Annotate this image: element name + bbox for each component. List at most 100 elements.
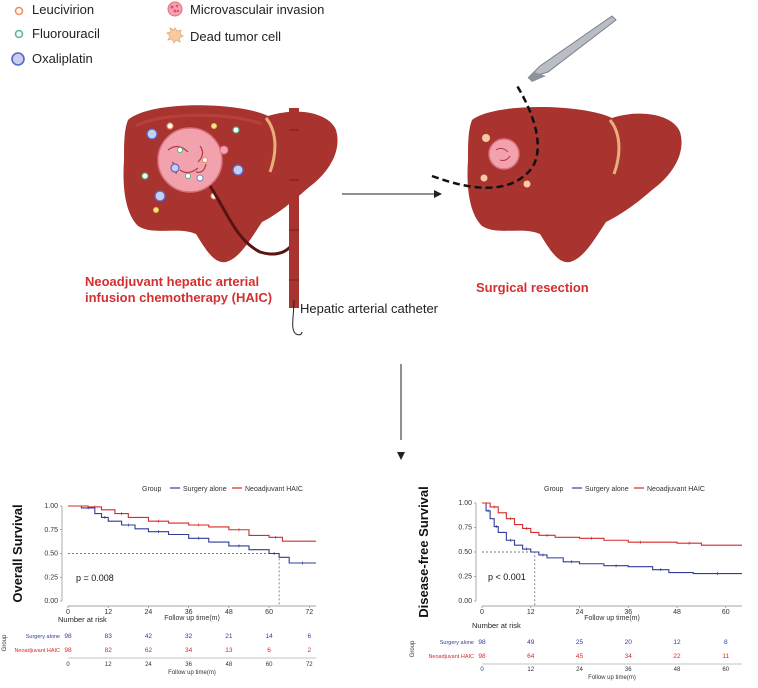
arrow-down-head-icon: [397, 452, 405, 460]
risk-x-tick-label: 48: [226, 662, 233, 668]
risk-count: 98: [478, 653, 486, 660]
legend-label-0: Surgery alone: [183, 486, 227, 493]
x-tick-label: 0: [480, 609, 484, 616]
legend-label-1: Neoadjuvant HAIC: [647, 486, 705, 493]
haic-diagram: [123, 15, 682, 440]
risk-count: 83: [105, 633, 113, 640]
risk-table-group-label: Group: [2, 634, 8, 651]
survival-curve-1: [68, 505, 316, 542]
risk-count: 13: [225, 647, 233, 654]
legend-label-1: Neoadjuvant HAIC: [245, 486, 303, 493]
risk-count: 34: [185, 647, 193, 654]
x-tick-label: 60: [265, 609, 273, 616]
y-tick-label: 0.75: [44, 527, 58, 534]
risk-x-axis-label: Follow up time(m): [588, 675, 636, 681]
survival-curve-0: [482, 502, 742, 575]
right-caption: Surgical resection: [476, 280, 589, 295]
y-tick-label: 0.75: [458, 525, 472, 532]
catheter-label: Hepatic arterial catheter: [300, 301, 439, 316]
y-tick-label: 0.00: [44, 598, 58, 605]
legend-title: Group: [142, 486, 162, 493]
left-caption: Neoadjuvant hepatic arterial infusion ch…: [85, 274, 305, 306]
legend-label-microvascular-invasion: Microvasculair invasion: [190, 2, 325, 17]
risk-count: 20: [625, 639, 633, 646]
left-liver-illustration: [123, 105, 338, 263]
legend-label-fluorouracil: Fluorouracil: [32, 26, 100, 41]
y-axis-label: Overall Survival: [10, 504, 25, 602]
legend-label-leucivirion: Leucivirion: [32, 2, 95, 17]
x-tick-label: 48: [225, 609, 233, 616]
leucivirion-icon: [14, 6, 24, 16]
y-tick-label: 0.50: [458, 549, 472, 556]
legend-label-oxaliplatin: Oxaliplatin: [32, 51, 93, 66]
risk-count: 64: [527, 653, 535, 660]
y-tick-label: 0.00: [458, 598, 472, 605]
arrow-right-icon: [342, 190, 442, 198]
x-tick-label: 60: [722, 609, 730, 616]
risk-count: 98: [64, 633, 72, 640]
risk-x-tick-label: 24: [576, 667, 583, 673]
risk-x-tick-label: 36: [185, 662, 192, 668]
oxaliplatin-icon: [11, 52, 25, 66]
risk-count: 62: [145, 647, 153, 654]
scalpel-icon: [527, 15, 617, 82]
risk-x-tick-label: 12: [105, 662, 112, 668]
risk-x-tick-label: 0: [66, 662, 70, 668]
legend-label-dead-tumor-cell: Dead tumor cell: [190, 29, 282, 44]
p-value-annotation: p < 0.001: [488, 572, 526, 582]
x-tick-label: 48: [673, 609, 681, 616]
y-tick-label: 1.00: [458, 500, 472, 507]
x-tick-label: 36: [185, 609, 193, 616]
x-axis-label: Follow up time(m): [164, 615, 220, 622]
risk-row-label: Neoadjuvant HAIC: [14, 648, 60, 654]
x-axis-label: Follow up time(m): [584, 615, 640, 622]
risk-count: 12: [673, 639, 681, 646]
risk-count: 49: [527, 639, 535, 646]
risk-x-tick-label: 24: [145, 662, 152, 668]
y-axis-label: Disease-free Survival: [416, 486, 431, 618]
risk-count: 6: [307, 633, 311, 640]
microvascular-invasion-icon: [167, 1, 183, 17]
risk-count: 11: [722, 653, 729, 660]
x-tick-label: 24: [576, 609, 584, 616]
risk-count: 14: [265, 633, 273, 640]
risk-count: 82: [105, 647, 113, 654]
risk-x-tick-label: 48: [674, 667, 681, 673]
overall-survival-chart: Group Surgery alone Neoadjuvant HAIC 0.00 0.…: [2, 486, 316, 676]
right-liver-illustration: [431, 83, 682, 263]
risk-row-label: Neoadjuvant HAIC: [428, 654, 474, 660]
disease-free-survival-chart: Group Surgery alone Neoadjuvant HAIC 0.00 0.…: [410, 486, 742, 681]
x-tick-label: 36: [624, 609, 632, 616]
left-caption-line1: Neoadjuvant hepatic arterial: [85, 274, 260, 289]
y-tick-label: 1.00: [44, 503, 58, 510]
risk-count: 42: [145, 633, 153, 640]
p-value-annotation: p = 0.008: [76, 573, 114, 583]
risk-row-label: Surgery alone: [440, 640, 474, 646]
risk-count: 22: [673, 653, 681, 660]
x-tick-label: 12: [104, 609, 112, 616]
risk-count: 2: [307, 647, 311, 654]
survival-curve-1: [482, 502, 742, 546]
risk-count: 45: [576, 653, 584, 660]
legend-title: Group: [544, 486, 564, 493]
risk-x-tick-label: 0: [480, 667, 484, 673]
hepatic-artery-vessel: [289, 108, 303, 336]
risk-count: 8: [724, 639, 728, 646]
risk-x-tick-label: 12: [527, 667, 534, 673]
x-tick-label: 12: [527, 609, 535, 616]
drug-legend: Leucivirion Fluorouracil Oxaliplatin Mic…: [0, 0, 360, 70]
risk-count: 25: [576, 639, 584, 646]
fluorouracil-icon: [14, 29, 24, 39]
legend-label-0: Surgery alone: [585, 486, 629, 493]
y-tick-label: 0.25: [458, 574, 472, 581]
risk-table-group-label: Group: [410, 640, 416, 657]
risk-x-tick-label: 72: [306, 662, 313, 668]
risk-x-axis-label: Follow up time(m): [168, 670, 216, 676]
y-tick-label: 0.50: [44, 551, 58, 558]
left-caption-line2: infusion chemotherapy (HAIC): [85, 290, 273, 305]
risk-count: 34: [625, 653, 633, 660]
risk-x-tick-label: 36: [625, 667, 632, 673]
dead-tumor-cell-icon: [166, 27, 184, 44]
risk-x-tick-label: 60: [722, 667, 729, 673]
risk-x-tick-label: 60: [266, 662, 273, 668]
